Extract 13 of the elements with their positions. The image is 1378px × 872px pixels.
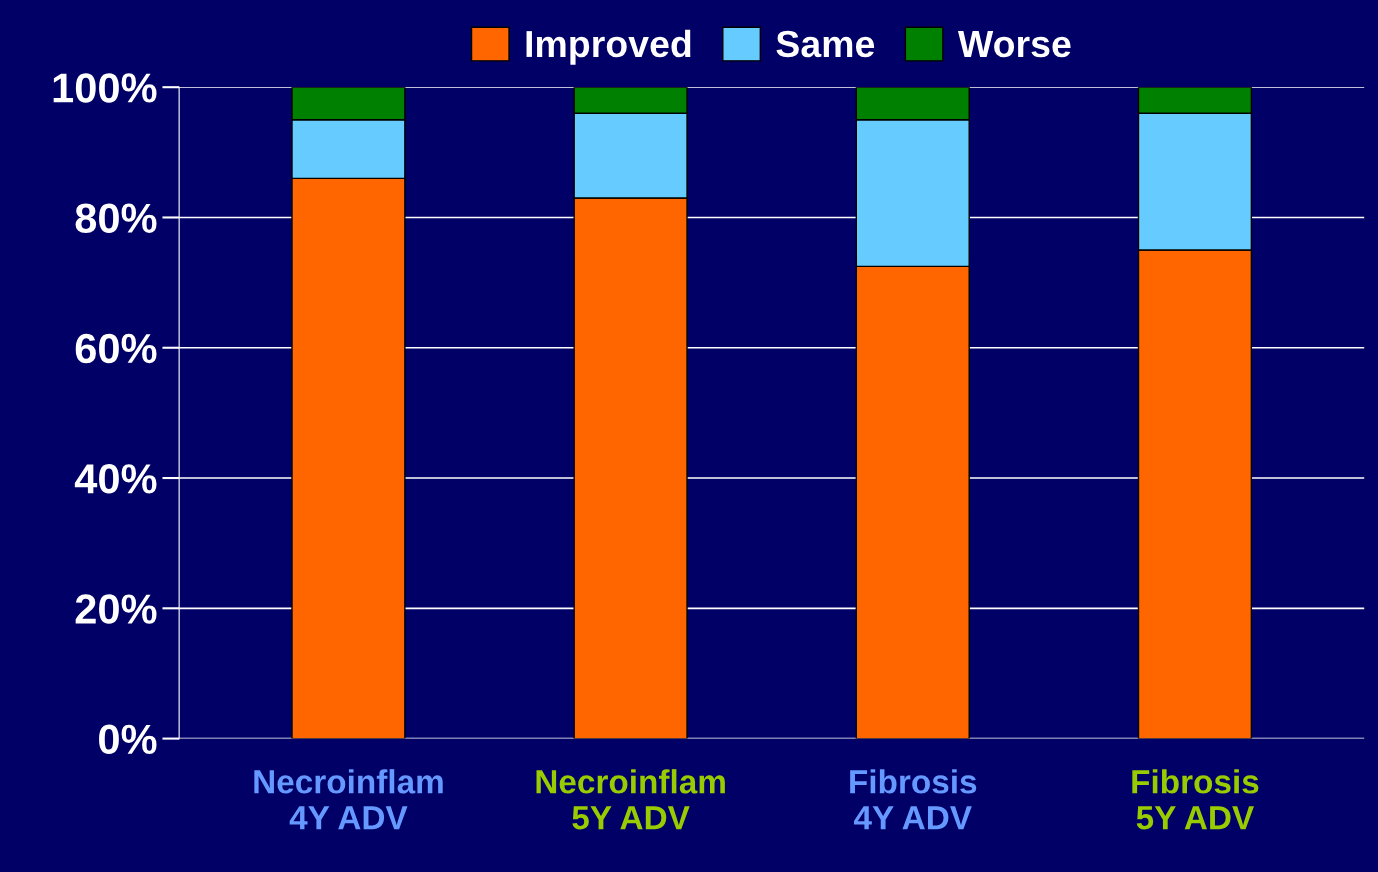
y-tick-label: 60% [75,333,157,364]
legend-label: Worse [957,31,1071,58]
x-tick-label: Fibrosis 5Y ADV [1132,769,1259,830]
legend-label: Improved [526,29,691,65]
y-tick-label: 20% [75,594,157,624]
y-tick-label: 40% [74,464,157,494]
y-tick-label: 100% [53,73,157,103]
x-tick-label: Fibrosis 4Y ADV [850,769,977,830]
legend-label: Same [776,30,875,58]
y-tick-label: 80% [75,203,157,233]
x-tick-label: Necroinflam 4Y ADV [254,769,443,830]
y-tick-label: 0% [99,724,157,755]
x-tick-label: Necroinflam 5Y ADV [536,769,725,830]
